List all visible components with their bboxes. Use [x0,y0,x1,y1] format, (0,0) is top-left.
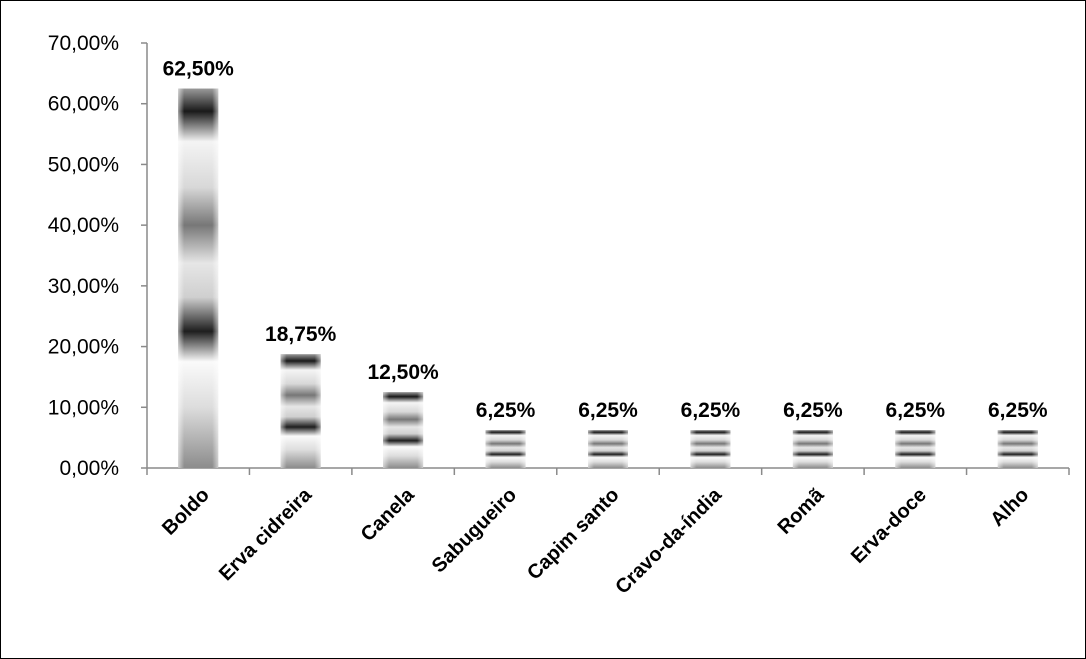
data-label: 6,25% [783,399,843,422]
category-label: Canela [357,483,420,546]
bar-edge-shading [178,88,219,469]
y-tick-label: 60,00% [48,93,119,116]
y-tick-label: 30,00% [48,275,119,298]
data-label: 6,25% [578,399,638,422]
y-tick-label: 10,00% [48,396,119,419]
y-tick-label: 40,00% [48,214,119,237]
data-label: 62,50% [163,58,235,81]
y-tick-label: 50,00% [48,153,119,176]
data-label: 12,50% [367,361,439,384]
bars [178,88,1038,469]
data-label: 6,25% [886,399,946,422]
data-label: 6,25% [681,399,741,422]
data-label: 6,25% [476,399,536,422]
category-label: Erva cidreira [215,483,317,585]
bar-edge-shading [997,430,1038,468]
bar-edge-shading [895,430,936,468]
category-label: Sabugueiro [428,484,521,577]
category-label: Romã [774,483,829,538]
bar-edge-shading [280,354,321,468]
data-label: 18,75% [265,323,337,346]
y-tick-label: 70,00% [48,32,119,55]
category-label: Boldo [158,484,214,540]
bar-edge-shading [690,430,731,468]
category-label: Erva-doce [847,484,931,568]
category-label: Alho [986,484,1033,531]
y-tick-label: 0,00% [59,457,119,480]
bar-edge-shading [383,392,424,468]
bar-edge-shading [792,430,833,468]
data-label: 6,25% [988,399,1048,422]
category-label: Cravo-da-índia [611,483,726,598]
bar-edge-shading [588,430,628,468]
y-tick-label: 20,00% [48,336,119,359]
bar-edge-shading [485,430,526,468]
category-label: Capim santo [523,484,623,584]
